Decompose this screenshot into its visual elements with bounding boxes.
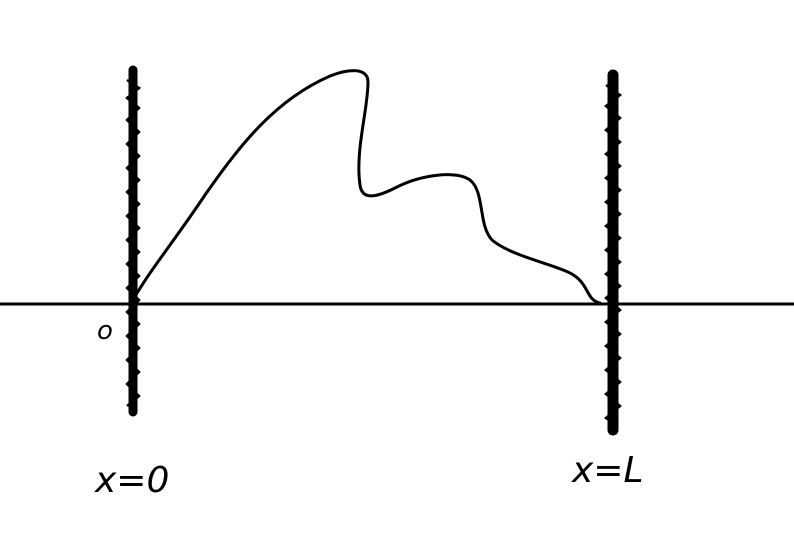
right-wall-label: x=L	[572, 450, 644, 491]
left-wall	[125, 65, 142, 417]
left-wall-label: x=0	[95, 460, 170, 501]
right-wall	[603, 69, 623, 436]
displacement-curve	[131, 69, 602, 305]
origin-label: o	[97, 316, 113, 346]
